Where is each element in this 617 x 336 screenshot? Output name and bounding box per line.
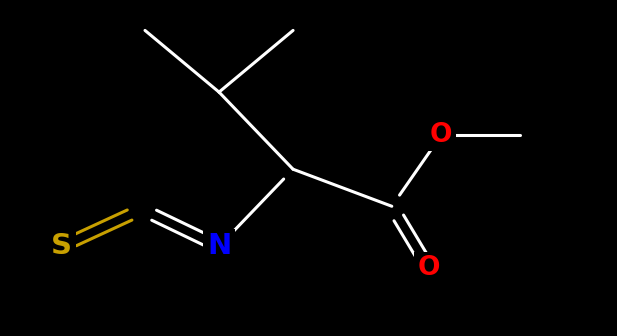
Text: O: O	[418, 255, 440, 281]
Text: N: N	[207, 233, 231, 260]
Text: O: O	[430, 122, 452, 148]
Text: S: S	[51, 233, 72, 260]
